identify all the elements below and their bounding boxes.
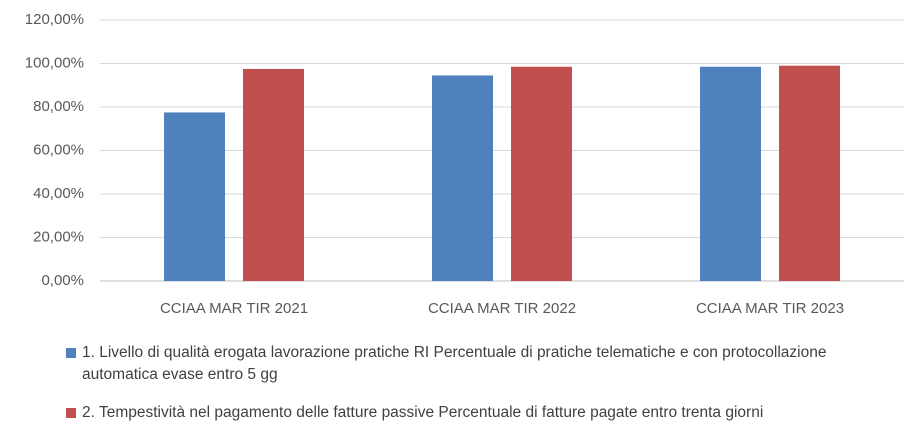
legend: 1. Livello di qualità erogata lavorazion… xyxy=(66,342,886,440)
legend-swatch xyxy=(66,408,76,418)
x-tick-label: CCIAA MAR TIR 2023 xyxy=(696,300,844,317)
y-tick-label: 60,00% xyxy=(33,141,84,158)
y-tick-label: 0,00% xyxy=(41,272,84,289)
bar xyxy=(511,66,572,281)
y-tick-label: 100,00% xyxy=(25,54,84,71)
bar xyxy=(779,65,840,281)
legend-item: 1. Livello di qualità erogata lavorazion… xyxy=(66,342,886,386)
y-tick-label: 20,00% xyxy=(33,228,84,245)
y-tick-label: 80,00% xyxy=(33,98,84,115)
y-tick-label: 120,00% xyxy=(25,11,84,28)
bar xyxy=(432,75,493,282)
y-tick-label: 40,00% xyxy=(33,185,84,202)
legend-label: 1. Livello di qualità erogata lavorazion… xyxy=(82,344,827,383)
x-tick-label: CCIAA MAR TIR 2022 xyxy=(428,300,576,317)
bar xyxy=(243,68,304,281)
legend-swatch xyxy=(66,348,76,358)
legend-item: 2. Tempestività nel pagamento delle fatt… xyxy=(66,402,886,424)
legend-label: 2. Tempestività nel pagamento delle fatt… xyxy=(82,404,764,421)
bar xyxy=(164,112,225,281)
bar xyxy=(700,66,761,281)
x-tick-label: CCIAA MAR TIR 2021 xyxy=(160,300,308,317)
